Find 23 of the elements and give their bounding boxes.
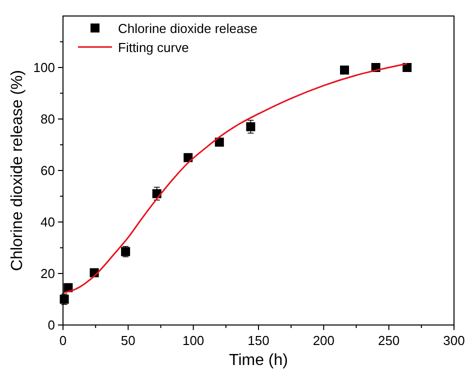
point bbox=[214, 138, 224, 147]
x-tick-label: 200 bbox=[312, 333, 335, 348]
point bbox=[60, 294, 69, 304]
x-tick-label: 0 bbox=[59, 333, 67, 348]
y-tick-label: 40 bbox=[40, 214, 55, 230]
point bbox=[402, 63, 412, 72]
y-tick-label: 0 bbox=[48, 318, 55, 332]
y-axis-title: Chlorine dioxide release (%) bbox=[9, 70, 26, 271]
legend-label: Fitting curve bbox=[118, 40, 189, 55]
x-tick-label: 150 bbox=[248, 333, 270, 348]
x-tick-label: 300 bbox=[443, 333, 465, 348]
legend-label: Chlorine dioxide release bbox=[118, 21, 258, 36]
y-tick-label: 100 bbox=[33, 60, 55, 75]
x-tick-label: 100 bbox=[182, 333, 204, 348]
x-axis-title: Time (h) bbox=[229, 352, 288, 369]
point bbox=[246, 122, 256, 132]
point bbox=[184, 153, 193, 162]
y-tick-label: 20 bbox=[40, 266, 55, 281]
x-tick-label: 250 bbox=[378, 333, 400, 348]
y-tick-label: 60 bbox=[40, 163, 55, 178]
y-tick-label: 80 bbox=[40, 112, 55, 126]
point bbox=[340, 66, 350, 75]
x-tick-label: 50 bbox=[120, 333, 136, 348]
